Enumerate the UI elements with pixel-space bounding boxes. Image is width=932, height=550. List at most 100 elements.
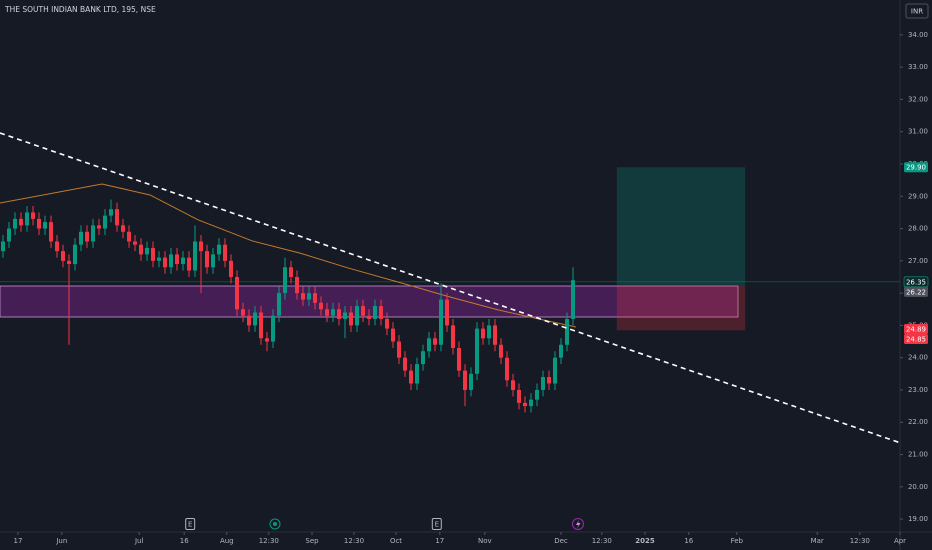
candle-body (241, 309, 245, 316)
candle-body (457, 347, 461, 371)
candle-body (367, 315, 371, 319)
candle-body (337, 309, 341, 319)
y-tick-label: 24.00 (908, 354, 928, 362)
x-tick-label: Dec (554, 537, 568, 545)
x-tick-label: Mar (811, 537, 824, 545)
candle-body (469, 373, 473, 390)
candle-body (349, 312, 353, 326)
candle-body (199, 241, 203, 252)
price-label: 24.89 (906, 325, 926, 333)
y-tick-label: 33.00 (908, 63, 928, 71)
x-tick-label: 12:30 (592, 537, 612, 545)
candle-body (7, 228, 11, 242)
dividend-icon[interactable] (269, 518, 281, 530)
candle-body (79, 231, 83, 245)
price-label: 29.90 (906, 164, 926, 172)
candle-body (133, 241, 137, 245)
candle-body (451, 325, 455, 348)
candle-body (571, 280, 575, 319)
candle-body (529, 399, 533, 407)
price-label-bg (904, 333, 928, 344)
candle-body (379, 306, 383, 319)
candle-body (361, 306, 365, 316)
candle-body (301, 293, 305, 300)
candle-body (463, 370, 467, 390)
candle-body (205, 251, 209, 268)
candle-body (439, 299, 443, 345)
candle-body (13, 218, 17, 229)
candle-body (259, 312, 263, 339)
event-label[interactable]: E (435, 521, 439, 529)
candle-body (445, 299, 449, 326)
y-tick-label: 19.00 (908, 515, 928, 523)
candle-body (475, 328, 479, 374)
candle-body (109, 209, 113, 216)
candle-body (433, 338, 437, 345)
candle-body (43, 222, 47, 229)
candle-body (115, 209, 119, 226)
candle-body (325, 309, 329, 316)
price-label: 26.35 (906, 278, 926, 286)
candle-body (421, 351, 425, 365)
candle-body (223, 244, 227, 261)
candle-body (1, 241, 5, 252)
candle-body (499, 344, 503, 358)
candle-body (397, 341, 401, 358)
candle-body (121, 225, 125, 232)
y-tick-label: 27.00 (908, 257, 928, 265)
price-label: 24.85 (906, 335, 926, 343)
candle-body (535, 389, 539, 400)
candle-body (85, 231, 89, 242)
candle-body (175, 254, 179, 265)
y-tick-label: 21.00 (908, 451, 928, 459)
candle-body (217, 244, 221, 255)
x-tick-label: 16 (684, 537, 693, 545)
x-tick-label: 16 (180, 537, 189, 545)
candle-body (559, 344, 563, 358)
candle-body (517, 389, 521, 403)
candle-body (487, 325, 491, 339)
candle-body (505, 357, 509, 381)
candle-body (265, 338, 269, 342)
event-box[interactable] (431, 518, 442, 530)
x-tick-label: Oct (390, 537, 402, 545)
x-tick-label: Jun (55, 537, 67, 545)
event-box[interactable] (185, 518, 196, 530)
candle-body (253, 312, 257, 326)
x-tick-label: Sep (305, 537, 319, 545)
candle-body (547, 377, 551, 384)
chart-title: THE SOUTH INDIAN BANK LTD, 195, NSE (4, 5, 156, 14)
currency[interactable]: INR (911, 8, 923, 16)
x-tick-label: 12:30 (344, 537, 364, 545)
event-label[interactable]: E (188, 521, 192, 529)
candle-body (169, 254, 173, 268)
candle-body (289, 267, 293, 277)
x-tick-label: 17 (435, 537, 444, 545)
candle-body (91, 225, 95, 242)
candle-body (73, 244, 77, 265)
candle-body (427, 338, 431, 352)
split-icon[interactable] (572, 518, 584, 530)
price-label-bg (904, 162, 928, 173)
y-tick-label: 23.00 (908, 386, 928, 394)
currency-box[interactable] (905, 3, 929, 19)
candle-body (67, 260, 71, 265)
candle-body (127, 231, 131, 242)
candle-body (313, 293, 317, 303)
candle-body (295, 276, 299, 294)
y-tick-label: 29.00 (908, 192, 928, 200)
candle-body (283, 267, 287, 294)
candle-body (139, 244, 143, 255)
candle-body (229, 260, 233, 277)
candle-body (307, 293, 311, 300)
plot-area (0, 132, 900, 444)
candle-body (55, 241, 59, 252)
candle-body (355, 306, 359, 326)
candle-body (247, 315, 251, 326)
candle-body (403, 357, 407, 371)
candle-body (373, 306, 377, 319)
x-tick-label: 12:30 (850, 537, 870, 545)
candle-body (277, 293, 281, 316)
x-tick-label: Nov (478, 537, 492, 545)
